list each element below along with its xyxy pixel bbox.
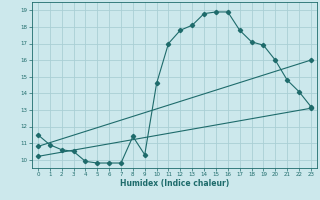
X-axis label: Humidex (Indice chaleur): Humidex (Indice chaleur) [120,179,229,188]
